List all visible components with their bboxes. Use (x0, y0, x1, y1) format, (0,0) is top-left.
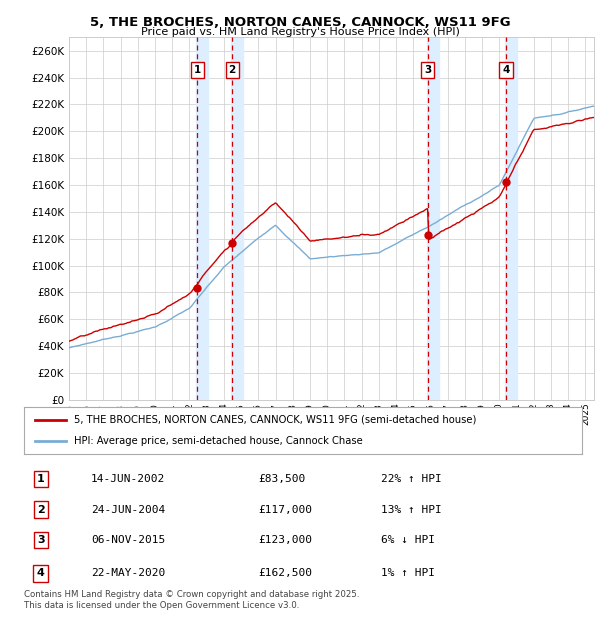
Text: 6% ↓ HPI: 6% ↓ HPI (381, 535, 435, 545)
Text: £117,000: £117,000 (259, 505, 313, 515)
Bar (505, 37, 517, 400)
Text: 06-NOV-2015: 06-NOV-2015 (91, 535, 165, 545)
Text: 3: 3 (424, 65, 431, 75)
Text: £162,500: £162,500 (259, 568, 313, 578)
Text: £83,500: £83,500 (259, 474, 305, 484)
Text: 2: 2 (229, 65, 236, 75)
Text: 1% ↑ HPI: 1% ↑ HPI (381, 568, 435, 578)
Text: 4: 4 (502, 65, 510, 75)
Text: 5, THE BROCHES, NORTON CANES, CANNOCK, WS11 9FG: 5, THE BROCHES, NORTON CANES, CANNOCK, W… (89, 16, 511, 29)
Text: 13% ↑ HPI: 13% ↑ HPI (381, 505, 442, 515)
Text: 22% ↑ HPI: 22% ↑ HPI (381, 474, 442, 484)
Text: 1: 1 (37, 474, 44, 484)
Text: 22-MAY-2020: 22-MAY-2020 (91, 568, 165, 578)
Bar (427, 37, 439, 400)
Text: 2: 2 (37, 505, 44, 515)
Text: 1: 1 (194, 65, 201, 75)
Text: 4: 4 (37, 568, 44, 578)
Text: Price paid vs. HM Land Registry's House Price Index (HPI): Price paid vs. HM Land Registry's House … (140, 27, 460, 37)
Bar (196, 37, 208, 400)
Text: £123,000: £123,000 (259, 535, 313, 545)
Text: 3: 3 (37, 535, 44, 545)
Text: 14-JUN-2002: 14-JUN-2002 (91, 474, 165, 484)
Bar (232, 37, 244, 400)
Text: 24-JUN-2004: 24-JUN-2004 (91, 505, 165, 515)
Text: 5, THE BROCHES, NORTON CANES, CANNOCK, WS11 9FG (semi-detached house): 5, THE BROCHES, NORTON CANES, CANNOCK, W… (74, 415, 476, 425)
Text: HPI: Average price, semi-detached house, Cannock Chase: HPI: Average price, semi-detached house,… (74, 436, 363, 446)
Text: Contains HM Land Registry data © Crown copyright and database right 2025.
This d: Contains HM Land Registry data © Crown c… (24, 590, 359, 609)
